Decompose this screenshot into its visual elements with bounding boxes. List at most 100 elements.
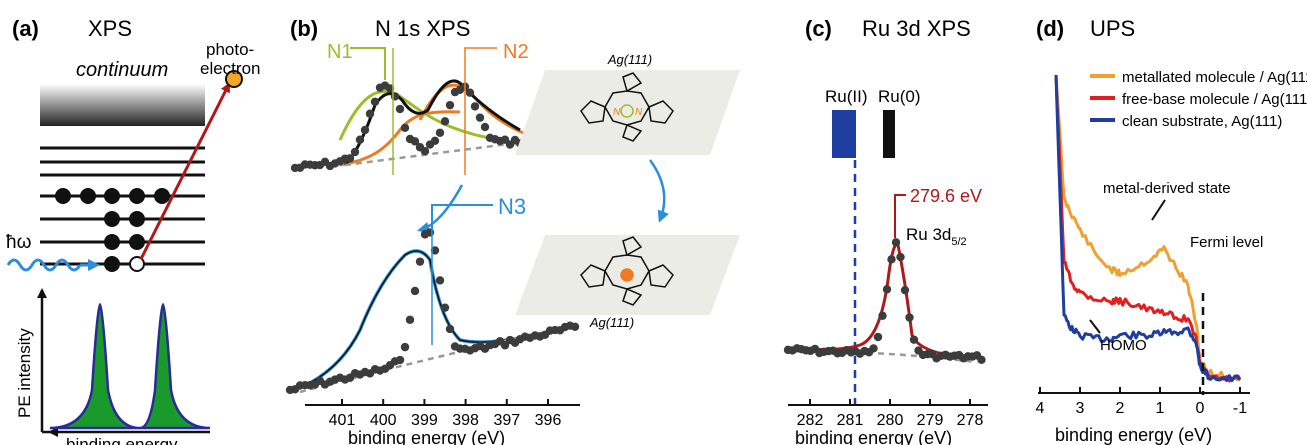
b-tick-label: 396 <box>535 412 562 429</box>
n1-marker <box>350 47 386 80</box>
substrate-top-label: Ag(111) <box>607 52 652 67</box>
c-xlabel: binding energy (eV) <box>795 428 952 445</box>
c-xticks: 282 281 280 279 278 <box>797 399 984 429</box>
svg-text:N: N <box>635 107 643 118</box>
hole-icon <box>129 256 145 272</box>
ups-line-2 <box>1054 74 1242 383</box>
ru-fit <box>789 242 976 360</box>
metallated-molecule-icon <box>580 236 674 306</box>
bottom-datapoints <box>285 228 580 395</box>
metallation-arrow <box>648 159 669 223</box>
legend-label-metallated: metallated molecule / Ag(111) <box>1122 69 1307 86</box>
datapoint <box>400 123 410 133</box>
datapoint <box>405 315 415 324</box>
datapoint <box>570 322 580 331</box>
d-xlabel: binding energy (eV) <box>1055 425 1212 445</box>
ru0-label: Ru(0) <box>878 87 921 106</box>
datapoint <box>410 286 420 296</box>
electrons <box>55 188 170 272</box>
photon-wave <box>6 258 82 272</box>
free-base-molecule-icon: N N <box>580 72 674 142</box>
d-tick-label: 4 <box>1036 400 1045 417</box>
n2-label: N2 <box>503 41 529 63</box>
datapoint <box>440 117 450 126</box>
continuum-label: continuum <box>76 59 168 81</box>
metal-state-pointer <box>1151 199 1166 221</box>
panel-b-title: N 1s XPS <box>375 16 470 41</box>
datapoint <box>891 238 901 247</box>
b-xticks: 401 400 399 398 397 396 <box>329 399 562 429</box>
datapoint <box>470 102 480 111</box>
datapoint <box>869 344 878 353</box>
ru-peak-marker <box>894 194 906 238</box>
d-tick-label: 2 <box>1116 400 1125 417</box>
n2-component <box>339 110 461 167</box>
photoelectron-label: photo- electron <box>200 40 260 78</box>
datapoint <box>360 125 370 135</box>
ru-peak-label: Ru 3d5/2 <box>906 225 967 248</box>
panel-d: (d) UPS metallated molecule / Ag(111) fr… <box>1036 16 1307 445</box>
homo-pointer <box>1089 319 1101 334</box>
panel-c: (c) Ru 3d XPS Ru(II) Ru(0) 279.6 eV Ru 3… <box>783 16 988 445</box>
n3-marker <box>431 204 493 230</box>
metal-state-label: metal-derived state <box>1103 180 1231 197</box>
n-top-envelope <box>343 79 521 167</box>
continuum-band <box>40 84 205 126</box>
datapoint <box>385 84 395 93</box>
n3-label: N3 <box>498 194 526 219</box>
ru-background <box>789 350 976 364</box>
datapoint <box>435 276 445 285</box>
datapoint <box>345 154 355 163</box>
panel-b-letter: (b) <box>290 16 318 41</box>
homo-label: HOMO <box>1100 337 1147 354</box>
datapoint <box>400 342 410 352</box>
pe-ylabel: PE intensity <box>15 328 34 418</box>
datapoint <box>410 137 420 146</box>
datapoint <box>445 324 455 334</box>
datapoint <box>882 285 892 294</box>
excitation-arrow <box>139 82 231 260</box>
c-tick-label: 278 <box>957 412 984 429</box>
c-tick-label: 282 <box>797 412 824 429</box>
datapoint <box>365 109 375 118</box>
d-tick-label: 0 <box>1196 400 1205 417</box>
datapoint <box>420 146 430 156</box>
ru2-label: Ru(II) <box>825 87 868 106</box>
datapoint <box>900 285 910 295</box>
datapoint <box>390 92 400 101</box>
datapoint <box>905 313 914 322</box>
datapoint <box>475 113 485 122</box>
datapoint <box>480 122 490 132</box>
panel-c-letter: (c) <box>805 16 832 41</box>
datapoint <box>395 104 405 114</box>
datapoint <box>430 136 440 145</box>
legend: metallated molecule / Ag(111) free-base … <box>1090 69 1307 130</box>
pe-xlabel: binding energy <box>66 435 178 445</box>
b-tick-label: 399 <box>411 412 438 429</box>
datapoint <box>887 255 896 264</box>
ru-peak-value: 279.6 eV <box>910 186 982 206</box>
panel-d-title: UPS <box>1090 16 1135 41</box>
panel-d-letter: (d) <box>1036 16 1064 41</box>
c-tick-label: 281 <box>837 412 864 429</box>
energy-levels <box>40 146 205 266</box>
ru2-bar <box>832 110 856 158</box>
panel-a-title: XPS <box>88 16 132 41</box>
photon-label: ħω <box>6 232 32 253</box>
datapoint <box>878 311 887 320</box>
datapoint <box>430 246 440 255</box>
datapoint <box>370 97 380 106</box>
datapoint <box>500 341 510 350</box>
b-tick-label: 400 <box>370 412 397 429</box>
d-tick-label: 3 <box>1076 400 1085 417</box>
b-tick-label: 401 <box>329 412 356 429</box>
datapoint <box>355 135 365 144</box>
datapoint <box>909 335 919 344</box>
datapoint <box>873 332 883 342</box>
n2-marker <box>464 47 497 175</box>
datapoint <box>445 100 455 110</box>
panel-a-letter: (a) <box>12 16 39 41</box>
d-tick-label: -1 <box>1233 400 1247 417</box>
substrate-bottom-label: Ag(111) <box>589 315 634 330</box>
d-tick-label: 1 <box>1156 400 1165 417</box>
